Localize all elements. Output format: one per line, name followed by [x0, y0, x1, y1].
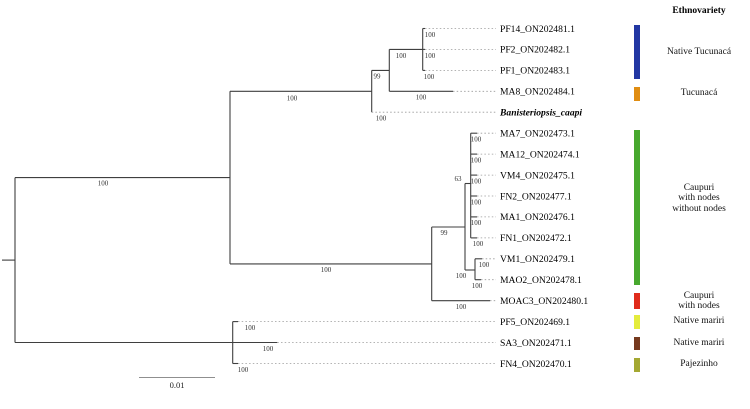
bootstrap-value: 100 [425, 31, 436, 39]
bootstrap-value: 100 [471, 219, 482, 227]
bootstrap-value: 100 [287, 94, 298, 102]
taxon-label: PF1_ON202483.1 [500, 66, 570, 77]
taxon-label: SA3_ON202471.1 [500, 338, 572, 349]
bootstrap-value: 100 [456, 272, 467, 280]
taxon-label: MA8_ON202484.1 [500, 87, 575, 98]
taxon-label: PF2_ON202482.1 [500, 45, 570, 56]
taxon-label: PF14_ON202481.1 [500, 24, 575, 35]
ethnovariety-bar-native-tucunaca [634, 25, 640, 79]
bootstrap-value: 100 [396, 52, 407, 60]
ethnovariety-label-native-mariri-1: Native mariri [673, 316, 725, 327]
ethnovariety-label-native-mariri-2: Native mariri [673, 337, 725, 348]
ethnovariety-label-pajezinho: Pajezinho [680, 359, 718, 370]
bootstrap-value: 99 [374, 72, 382, 80]
taxon-label: MA7_ON202473.1 [500, 129, 575, 140]
taxon-label: MOAC3_ON202480.1 [500, 296, 588, 307]
taxon-label: MA12_ON202474.1 [500, 149, 580, 160]
bootstrap-value: 100 [245, 324, 256, 332]
ethnovariety-header: Ethnovariety [672, 6, 726, 16]
bootstrap-value: 63 [455, 175, 463, 183]
bootstrap-value: 100 [472, 282, 483, 290]
bootstrap-value: 99 [441, 229, 449, 237]
bootstrap-value: 100 [424, 73, 435, 81]
bootstrap-value: 100 [98, 180, 109, 188]
bootstrap-value: 100 [471, 198, 482, 206]
bootstrap-value: 100 [321, 266, 332, 274]
bootstrap-value: 100 [471, 136, 482, 144]
bootstrap-value: 100 [238, 366, 249, 374]
bootstrap-value: 100 [473, 240, 484, 248]
taxon-label: FN1_ON202472.1 [500, 233, 572, 244]
taxon-label: FN2_ON202477.1 [500, 191, 572, 202]
taxon-label: MAO2_ON202478.1 [500, 275, 582, 286]
bootstrap-value: 100 [416, 94, 427, 102]
bootstrap-value: 100 [456, 303, 467, 311]
taxon-label: Banisteriopsis_caapi [499, 108, 582, 119]
ethnovariety-bar-native-mariri-1 [634, 315, 640, 329]
taxon-label: MA1_ON202476.1 [500, 212, 575, 223]
scale-bar-line [139, 377, 215, 378]
bootstrap-value: 100 [425, 52, 436, 60]
taxon-label: VM1_ON202479.1 [500, 254, 575, 265]
ethnovariety-bar-pajezinho [634, 358, 640, 372]
taxon-label: FN4_ON202470.1 [500, 359, 572, 370]
bootstrap-value: 100 [471, 156, 482, 164]
ethnovariety-label-native-tucunaca: Native Tucunacá [666, 47, 732, 58]
scale-bar-label: 0.01 [169, 380, 185, 390]
ethnovariety-bar-tucunaca [634, 87, 640, 101]
bootstrap-value: 100 [479, 261, 490, 269]
bootstrap-value: 100 [471, 177, 482, 185]
taxon-label: PF5_ON202469.1 [500, 317, 570, 328]
taxon-label: VM4_ON202475.1 [500, 170, 575, 181]
ethnovariety-label-tucunaca: Tucunacá [680, 87, 718, 98]
ethnovariety-label-caupuri-with-nodes-without-nodes: Caupuri with nodes without nodes [672, 182, 726, 214]
bootstrap-value: 100 [263, 345, 274, 353]
ethnovariety-bar-native-mariri-2 [634, 336, 640, 350]
ethnovariety-bar-caupuri-with-nodes [634, 293, 640, 309]
bootstrap-value: 100 [376, 115, 387, 123]
ethnovariety-bar-caupuri-with-nodes-without-nodes [634, 129, 640, 285]
ethnovariety-label-caupuri-with-nodes: Caupuri with nodes [678, 290, 720, 312]
